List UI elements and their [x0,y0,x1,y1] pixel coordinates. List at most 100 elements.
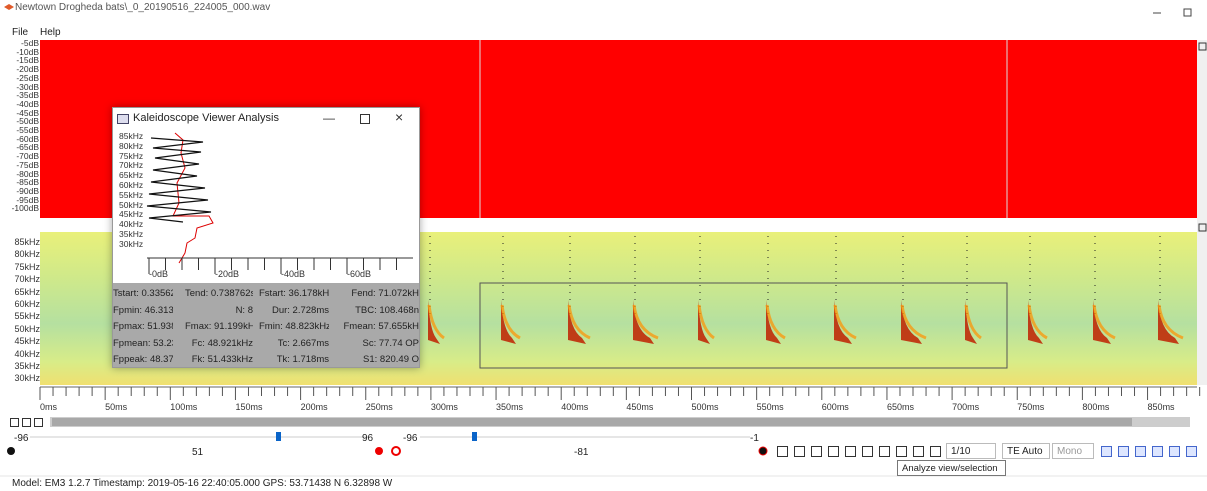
stat: Tstart: 0.335627s [113,288,173,299]
toolbar-button[interactable] [896,446,907,457]
time-label: 850ms [1148,403,1175,412]
slider-value: 51 [192,447,203,458]
dialog-frequency-label: 50kHz [119,201,143,210]
frequency-label: 65kHz [5,288,40,297]
close[interactable]: × [395,109,403,125]
time-label: 350ms [496,403,523,412]
frequency-label: 55kHz [5,312,40,321]
zoom-button[interactable] [22,418,31,427]
dialog-title: Kaleidoscope Viewer Analysis [133,112,279,124]
amplitude-label: -100dB [3,204,39,213]
dialog-frequency-label: 45kHz [119,210,143,219]
time-label: 150ms [235,403,262,412]
frequency-label: 45kHz [5,337,40,346]
zoom-button[interactable] [34,418,43,427]
stat: Tc: 2.667ms [259,338,329,349]
record-dot[interactable] [7,447,15,455]
stat: N: 8 [185,305,253,316]
slider-value: -81 [574,447,588,458]
stat: Fpmax: 51.938kHz [113,321,173,332]
stat: TBC: 108.468n [331,305,419,316]
time-label: 750ms [1017,403,1044,412]
time-label: 250ms [366,403,393,412]
time-label: 0ms [40,403,57,412]
dialog-frequency-label: 40kHz [119,220,143,229]
frequency-label: 75kHz [5,263,40,272]
frequency-label: 30kHz [5,374,40,383]
stat: Fstart: 36.178kHz [259,288,329,299]
frequency-label: 80kHz [5,250,40,259]
mode-select[interactable]: TE Auto [1002,443,1050,459]
record-dot[interactable] [759,447,767,455]
time-label: 300ms [431,403,458,412]
dialog-frequency-label: 70kHz [119,161,143,170]
toolbar-button[interactable] [811,446,822,457]
dialog-plot [113,128,419,283]
stat: Fmax: 91.199kHz [185,321,253,332]
toolbar-button[interactable] [794,446,805,457]
slider-label: -96 [14,433,28,444]
nav-button[interactable] [1135,446,1146,457]
time-label: 700ms [952,403,979,412]
frequency-label: 35kHz [5,362,40,371]
toolbar-button[interactable] [913,446,924,457]
slider-label: -1 [750,433,759,444]
tooltip: Analyze view/selection [897,460,1006,476]
stat: Fpmin: 46.313kHz [113,305,173,316]
slider-label: 96 [362,433,373,444]
stat: Fk: 51.433kHz [185,354,253,365]
toolbar-button[interactable] [777,446,788,457]
slider-label: -96 [403,433,417,444]
dialog-frequency-label: 30kHz [119,240,143,249]
frequency-label: 70kHz [5,275,40,284]
slider-thumb[interactable] [472,432,477,441]
dialog-db-label: -40dB [281,270,305,279]
zoom-button[interactable] [10,418,19,427]
stat: S1: 820.49 O [331,354,419,365]
nav-button[interactable] [1169,446,1180,457]
frequency-label: 85kHz [5,238,40,247]
record-dot[interactable] [375,447,383,455]
stat: Fc: 48.921kHz [185,338,253,349]
stat: Tk: 1.718ms [259,354,329,365]
dialog-db-label: -20dB [215,270,239,279]
channel-select[interactable]: Mono [1052,443,1094,459]
time-label: 200ms [301,403,328,412]
frequency-label: 50kHz [5,325,40,334]
time-label: 100ms [170,403,197,412]
stat: Dur: 2.728ms [259,305,329,316]
stat: Fmean: 57.655kH [331,321,419,332]
dialog-frequency-label: 60kHz [119,181,143,190]
frequency-label: 60kHz [5,300,40,309]
time-label: 500ms [692,403,719,412]
time-label: 400ms [561,403,588,412]
time-label: 800ms [1082,403,1109,412]
toolbar-button[interactable] [879,446,890,457]
toolbar-button[interactable] [862,446,873,457]
stat: Fppeak: 48.378kHz [113,354,173,365]
toolbar-button[interactable] [828,446,839,457]
stat: Sc: 77.74 OP [331,338,419,349]
maximize[interactable] [360,114,370,124]
nav-button[interactable] [1186,446,1197,457]
record-dot[interactable] [392,447,400,455]
slider-thumb[interactable] [276,432,281,441]
ratio-select[interactable]: 1/10 [946,443,996,459]
nav-button[interactable] [1118,446,1129,457]
nav-button[interactable] [1101,446,1112,457]
menu-item[interactable]: Help [40,27,61,38]
nav-button[interactable] [1152,446,1163,457]
stat: Fmin: 48.823kHz [259,321,329,332]
app-window: {"window":{"title":"Newtown Drogheda bat… [0,0,1207,491]
menu-item[interactable]: File [12,27,28,38]
dialog-db-label: -60dB [347,270,371,279]
scroll-thumb[interactable] [52,418,1132,426]
dialog-frequency-label: 80kHz [119,142,143,151]
time-label: 50ms [105,403,127,412]
dialog-db-label: -0dB [149,270,168,279]
time-label: 650ms [887,403,914,412]
stat: Fpmean: 53.230kHz [113,338,173,349]
minimize[interactable]: — [323,111,335,125]
toolbar-button[interactable] [930,446,941,457]
toolbar-button[interactable] [845,446,856,457]
